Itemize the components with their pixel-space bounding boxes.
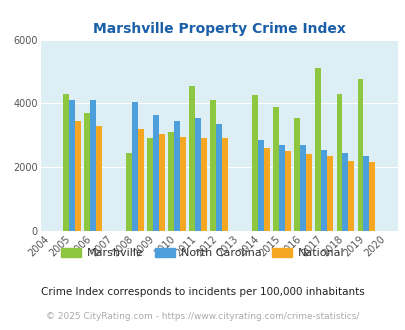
Bar bbox=[69, 100, 75, 231]
Text: Crime Index corresponds to incidents per 100,000 inhabitants: Crime Index corresponds to incidents per… bbox=[41, 287, 364, 297]
Bar bbox=[326, 156, 333, 231]
Bar bbox=[264, 148, 269, 231]
Bar bbox=[63, 94, 69, 231]
Bar bbox=[200, 139, 207, 231]
Bar bbox=[300, 145, 305, 231]
Bar bbox=[279, 145, 285, 231]
Bar bbox=[258, 140, 264, 231]
Bar bbox=[90, 100, 96, 231]
Bar bbox=[362, 156, 369, 231]
Bar bbox=[336, 94, 341, 231]
Bar bbox=[189, 86, 195, 231]
Bar bbox=[285, 151, 290, 231]
Bar bbox=[216, 124, 222, 231]
Bar bbox=[132, 102, 138, 231]
Bar bbox=[153, 115, 159, 231]
Text: © 2025 CityRating.com - https://www.cityrating.com/crime-statistics/: © 2025 CityRating.com - https://www.city… bbox=[46, 312, 359, 321]
Bar bbox=[180, 137, 185, 231]
Bar bbox=[126, 153, 132, 231]
Bar bbox=[321, 150, 326, 231]
Bar bbox=[159, 134, 164, 231]
Bar bbox=[75, 121, 81, 231]
Bar bbox=[341, 153, 347, 231]
Bar bbox=[294, 118, 300, 231]
Bar bbox=[347, 161, 353, 231]
Bar bbox=[138, 129, 144, 231]
Bar bbox=[84, 113, 90, 231]
Bar bbox=[168, 132, 174, 231]
Bar bbox=[147, 139, 153, 231]
Bar bbox=[195, 118, 200, 231]
Bar bbox=[174, 121, 180, 231]
Bar bbox=[96, 126, 102, 231]
Bar bbox=[252, 95, 258, 231]
Bar bbox=[369, 162, 374, 231]
Bar bbox=[305, 154, 311, 231]
Bar bbox=[357, 80, 362, 231]
Bar bbox=[222, 139, 228, 231]
Bar bbox=[273, 107, 279, 231]
Bar bbox=[210, 100, 216, 231]
Title: Marshville Property Crime Index: Marshville Property Crime Index bbox=[93, 22, 345, 36]
Legend: Marshville, North Carolina, National: Marshville, North Carolina, National bbox=[57, 243, 348, 262]
Bar bbox=[315, 68, 321, 231]
